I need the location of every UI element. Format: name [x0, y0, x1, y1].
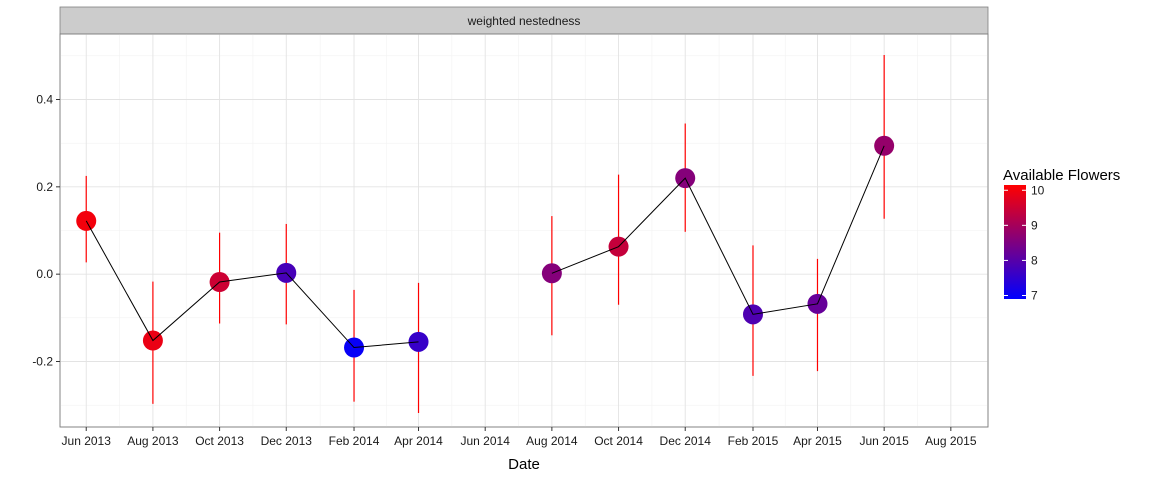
legend-ticks: 7 8 9 10: [1004, 183, 1045, 302]
x-axis-title: Date: [508, 456, 540, 473]
x-tick-label: Dec 2014: [660, 434, 712, 448]
facet-strip-background: [59, 6, 989, 35]
x-tick-label: Aug 2015: [925, 434, 977, 448]
x-tick-label: Feb 2014: [329, 434, 380, 448]
legend-tick-label: 8: [1031, 253, 1038, 267]
connecting-line-segment-2: [551, 145, 885, 315]
x-axis: Jun 2013 Aug 2013 Oct 2013 Dec 2013 Feb 2014…: [62, 427, 977, 448]
x-tick-label: Oct 2014: [594, 434, 643, 448]
legend-tick-label: 7: [1031, 288, 1038, 302]
x-tick-label: Jun 2013: [62, 434, 112, 448]
x-tick-label: Apr 2014: [394, 434, 443, 448]
connecting-line-segment-1: [85, 220, 419, 349]
x-tick-label: Apr 2015: [793, 434, 842, 448]
facet-strip-title: weighted nestedness: [467, 14, 581, 28]
x-tick-label: Aug 2014: [526, 434, 578, 448]
x-tick-label: Dec 2013: [261, 434, 313, 448]
legend-tick-label: 9: [1031, 218, 1038, 232]
legend-colorbar: [1004, 185, 1026, 299]
y-axis: -0.2 0.0 0.2 0.4: [32, 93, 60, 369]
legend-title: Available Flowers: [1003, 167, 1120, 184]
legend-tick-label: 10: [1031, 183, 1045, 197]
x-tick-label: Jun 2015: [859, 434, 909, 448]
y-tick-label: 0.2: [36, 180, 53, 194]
plot-panel-border: [59, 33, 989, 428]
y-tick-label: 0.4: [36, 93, 53, 107]
y-tick-label: 0.0: [36, 267, 53, 281]
facet-strip: weighted nestedness: [59, 6, 989, 35]
legend: Available Flowers 7 8 9 10: [1003, 167, 1120, 302]
x-tick-label: Feb 2015: [728, 434, 779, 448]
y-tick-label: -0.2: [32, 355, 53, 369]
grid-major: [60, 34, 988, 427]
x-tick-label: Jun 2014: [461, 434, 511, 448]
x-tick-label: Oct 2013: [195, 434, 244, 448]
x-tick-label: Aug 2013: [127, 434, 179, 448]
